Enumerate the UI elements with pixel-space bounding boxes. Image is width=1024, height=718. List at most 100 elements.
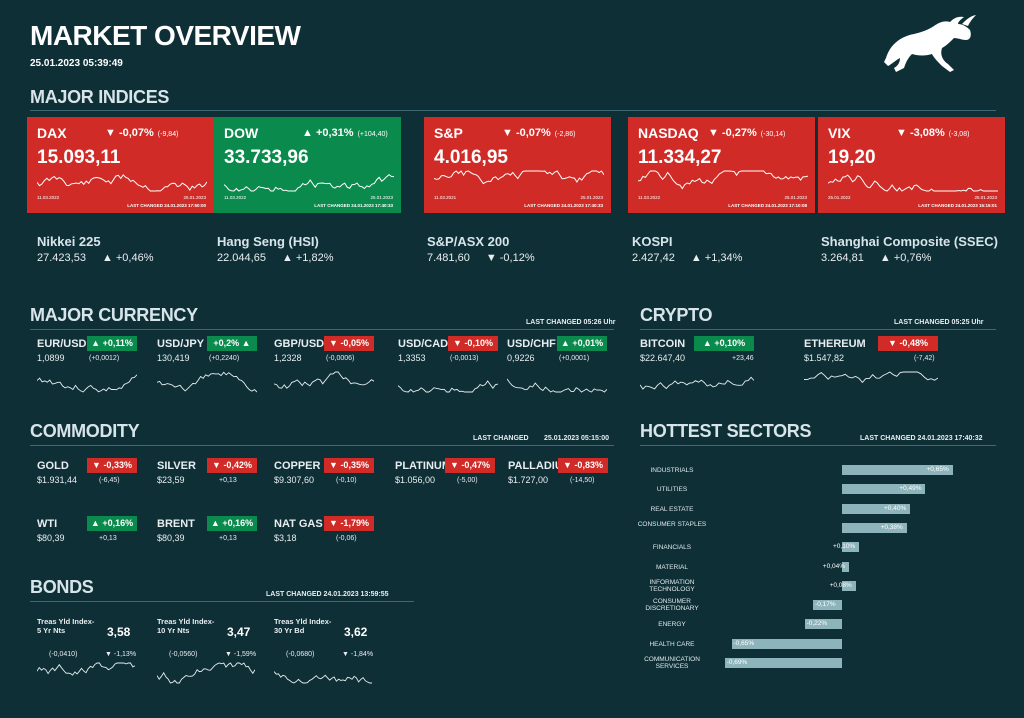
index-change: ▼ -3,08% (-3,08) (896, 127, 969, 139)
bond-item[interactable]: Treas Yld Index-5 Yr Nts 3,58 (-0,0410) ▼ -… (37, 617, 137, 692)
major-indices-title: MAJOR INDICES (30, 87, 170, 107)
index-card-vix[interactable]: VIX ▼ -3,08% (-3,08) 19,20 25.01.2022 25.01.2… (818, 117, 1005, 213)
quote-name: BITCOIN (640, 338, 686, 350)
sector-value: -0,17% (815, 601, 836, 609)
other-index-change: ▼ -0,12% (485, 252, 535, 264)
quote-item-usdcad[interactable]: USD/CAD ▼ -0,10% 1,3353 (-0,0013) (398, 336, 510, 398)
sector-bar (842, 522, 907, 533)
bond-value: 3,47 (227, 625, 251, 639)
other-index-value: 7.481,60 (427, 252, 470, 264)
commodity-title: COMMODITY (30, 421, 140, 441)
quote-name: USD/JPY (157, 338, 205, 350)
index-change-pct: ▲ +0,31% (302, 127, 354, 139)
hottest-sectors-title: HOTTEST SECTORS (640, 421, 812, 441)
quote-value: $1.547,82 (804, 353, 845, 363)
index-name: DAX (37, 125, 67, 141)
quote-value: $80,39 (37, 533, 65, 543)
index-change-pct: ▼ -0,07% (105, 127, 154, 139)
index-start-date: 11.03.2022 (224, 195, 247, 200)
index-change-pct: ▼ -0,27% (708, 127, 757, 139)
quote-name: SILVER (157, 460, 196, 472)
quote-item-silver[interactable]: SILVER ▼ -0,42% $23,59 +0,13 (157, 458, 269, 520)
sector-label: REAL ESTATE (650, 505, 694, 513)
crypto-title: CRYPTO (640, 305, 713, 325)
bond-sparkline (157, 662, 255, 684)
index-sparkline (37, 174, 207, 192)
index-value: 19,20 (828, 147, 876, 168)
index-start-date: 25.01.2022 (828, 195, 851, 200)
other-index-value: 22.044,65 (217, 252, 266, 264)
quote-item-ethereum[interactable]: ETHEREUM ▼ -0,48% $1.547,82 (-7,42) (804, 336, 938, 398)
quote-change-badge: ▼ -1,79% (324, 516, 374, 531)
quote-change-badge: ▼ -0,48% (878, 336, 938, 351)
commodity-divider (30, 445, 614, 446)
quote-item-platinum[interactable]: PLATINUM ▼ -0,47% $1.056,00 (-5,00) (395, 458, 507, 520)
quote-item-bitcoin[interactable]: BITCOIN ▲ +0,10% $22.647,40 +23,46 (640, 336, 754, 398)
quote-abs-change: +23,46 (732, 355, 754, 362)
quote-sparkline (274, 371, 374, 389)
index-card-sp[interactable]: S&P ▼ -0,07% (-2,86) 4.016,95 11.03.2021 25.0… (424, 117, 611, 213)
quote-value: 130,419 (157, 353, 190, 363)
bond-item[interactable]: Treas Yld Index-10 Yr Nts 3,47 (-0,0560) ▼ … (157, 617, 257, 692)
bond-name: Treas Yld Index-10 Yr Nts (157, 617, 215, 635)
other-index-name: KOSPI (632, 234, 673, 249)
quote-item-copper[interactable]: COPPER ▼ -0,35% $9.307,60 (-0,10) (274, 458, 386, 520)
quote-item-wti[interactable]: WTI ▲ +0,16% $80,39 +0,13 (37, 516, 149, 578)
index-last-changed: LAST CHANGED 24.01.2023 17:40:33 (314, 203, 393, 208)
bond-abs-change: (-0,0560) (169, 651, 198, 658)
sector-bar (813, 600, 842, 611)
other-index-item[interactable]: Nikkei 225 27.423,53 ▲ +0,46% (37, 234, 154, 264)
quote-item-gold[interactable]: GOLD ▼ -0,33% $1.931,44 (-6,45) (37, 458, 149, 520)
quote-change-badge: ▼ -0,10% (448, 336, 498, 351)
quote-value: $3,18 (274, 533, 297, 543)
sector-value: +0,10% (833, 543, 856, 551)
quote-change-badge: ▼ -0,83% (558, 458, 608, 473)
other-index-name: Shanghai Composite (SSEC) (821, 234, 998, 249)
quote-change-badge: ▲ +0,11% (87, 336, 137, 351)
quote-item-brent[interactable]: BRENT ▲ +0,16% $80,39 +0,13 (157, 516, 269, 578)
quote-item-gbpusd[interactable]: GBP/USD ▼ -0,05% 1,2328 (-0,0006) (274, 336, 386, 398)
quote-abs-change: (+0,0012) (89, 355, 120, 362)
quote-name: GOLD (37, 460, 69, 472)
quote-change-badge: ▼ -0,05% (324, 336, 374, 351)
quote-item-eurusd[interactable]: EUR/USD ▲ +0,11% 1,0899 (+0,0012) (37, 336, 149, 398)
index-card-dax[interactable]: DAX ▼ -0,07% (-9,84) 15.093,11 11.03.2022 25.… (27, 117, 214, 213)
index-change-abs: (+104,40) (357, 131, 388, 138)
major-indices-divider (30, 110, 996, 111)
sector-label: CONSUMER DISCRETIONARY (645, 598, 699, 613)
bond-value: 3,58 (107, 625, 131, 639)
quote-abs-change: +0,13 (219, 477, 237, 484)
sector-bar (842, 484, 926, 495)
index-sparkline (224, 173, 394, 192)
sectors-last-changed: LAST CHANGED 24.01.2023 17:40:32 (860, 435, 983, 442)
index-name: NASDAQ (638, 125, 699, 141)
index-card-nasdaq[interactable]: NASDAQ ▼ -0,27% (-30,14) 11.334,27 11.03.202… (628, 117, 815, 213)
bond-item[interactable]: Treas Yld Index-30 Yr Bd 3,62 (-0,0680) ▼ -… (274, 617, 374, 692)
quote-item-usdchf[interactable]: USD/CHF ▲ +0,01% 0,9226 (+0,0001) (507, 336, 619, 398)
sector-bar (731, 638, 842, 649)
quote-item-palladium[interactable]: PALLADIUM ▼ -0,83% $1.727,00 (-14,50) (508, 458, 620, 520)
index-end-date: 25.01.2023 (974, 195, 997, 200)
sector-label: ENERGY (658, 621, 686, 629)
quote-item-usdjpy[interactable]: USD/JPY +0,2% ▲ 130,419 (+0,2240) (157, 336, 269, 398)
quote-item-natgas[interactable]: NAT GAS ▼ -1,79% $3,18 (-0,06) (274, 516, 386, 578)
quote-sparkline (640, 376, 754, 390)
sector-value: +0,08% (829, 581, 852, 589)
other-index-item[interactable]: KOSPI 2.427,42 ▲ +1,34% (632, 234, 742, 264)
sector-label: CONSUMER STAPLES (637, 520, 707, 528)
index-end-date: 25.01.2023 (183, 195, 206, 200)
sector-value: +0,40% (884, 504, 907, 512)
bond-value: 3,62 (344, 625, 368, 639)
index-end-date: 25.01.2023 (580, 195, 603, 200)
index-last-changed: LAST CHANGED 24.01.2023 15:15:01 (918, 203, 997, 208)
quote-name: PALLADIUM (508, 460, 572, 472)
other-index-name: Nikkei 225 (37, 234, 101, 249)
other-index-item[interactable]: S&P/ASX 200 7.481,60 ▼ -0,12% (427, 234, 535, 264)
sector-bar (842, 561, 849, 572)
index-card-dow[interactable]: DOW ▲ +0,31% (+104,40) 33.733,96 11.03.2022 2… (214, 117, 401, 213)
quote-abs-change: (-14,50) (570, 477, 595, 484)
other-index-item[interactable]: Hang Seng (HSI) 22.044,65 ▲ +1,82% (217, 234, 334, 264)
quote-change-badge: ▼ -0,47% (445, 458, 495, 473)
other-index-values: 7.481,60 ▼ -0,12% (427, 252, 535, 264)
other-index-item[interactable]: Shanghai Composite (SSEC) 3.264,81 ▲ +0,76… (821, 234, 998, 264)
